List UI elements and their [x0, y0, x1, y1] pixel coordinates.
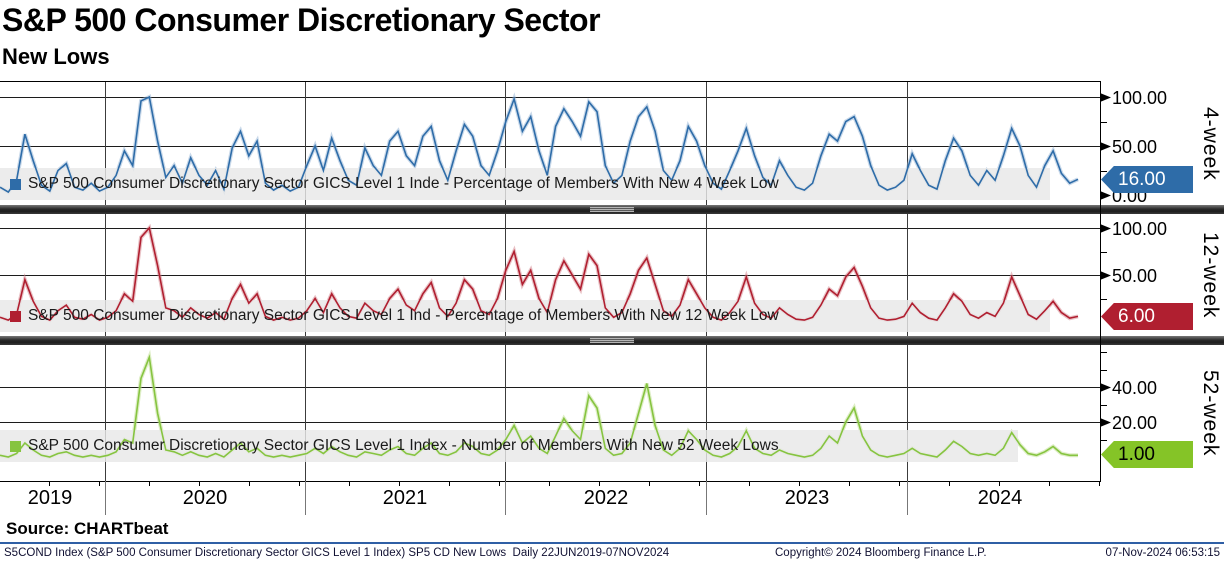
y-tick-arrow-icon — [1100, 383, 1111, 392]
last-value-52-week: 1.00 — [1118, 443, 1155, 465]
panel-splitter[interactable] — [0, 205, 1224, 214]
panel-axis-title-52-week: 52-week — [1199, 369, 1222, 457]
year-separator-line — [706, 481, 707, 515]
plot-top-border — [0, 81, 1101, 82]
series-line-52-week — [0, 354, 1078, 458]
year-gridline — [907, 345, 908, 481]
y-axis-line — [1100, 82, 1101, 481]
year-separator-line — [907, 481, 908, 515]
y-tick-label: 20.00 — [1112, 413, 1158, 433]
year-gridline — [305, 82, 306, 205]
legend-band — [0, 168, 1050, 200]
panel-splitter[interactable] — [0, 336, 1224, 345]
year-gridline — [305, 214, 306, 336]
year-gridline — [706, 82, 707, 205]
last-value-badge-4-week: 16.00 — [1101, 166, 1193, 193]
x-tick-label-2023: 2023 — [784, 487, 830, 509]
legend-marker-icon — [10, 440, 21, 452]
legend-4-week: S&P 500 Consumer Discretionary Sector GI… — [10, 168, 779, 200]
panel-axis-title-4-week: 4-week — [1199, 106, 1222, 181]
y-tick-label: 50.00 — [1112, 266, 1158, 286]
y-minor-tick — [1100, 369, 1107, 371]
series-line-12-week — [0, 226, 1079, 322]
footer-timestamp: 07-Nov-2024 06:53:15 — [1105, 547, 1220, 559]
year-gridline — [706, 214, 707, 336]
legend-marker-icon — [10, 178, 21, 190]
y-tick-arrow-icon — [1100, 271, 1111, 280]
last-value-12-week: 6.00 — [1118, 305, 1155, 327]
y-tick-arrow-icon — [1100, 93, 1111, 102]
legend-label: S&P 500 Consumer Discretionary Sector GI… — [28, 175, 779, 192]
y-minor-tick — [1100, 121, 1107, 123]
footer-divider — [0, 542, 1224, 544]
year-gridline — [105, 345, 106, 481]
last-value-badge-12-week: 6.00 — [1101, 303, 1193, 330]
year-separator-line — [505, 481, 506, 515]
last-value-badge-52-week: 1.00 — [1101, 441, 1193, 468]
page-subtitle: New Lows — [2, 44, 110, 69]
y-tick-label: 100.00 — [1112, 219, 1168, 239]
y-minor-tick — [1100, 439, 1107, 441]
y-minor-tick — [1100, 251, 1107, 253]
footer-index-info: S5COND Index (S&P 500 Consumer Discretio… — [4, 547, 670, 559]
year-gridline — [907, 214, 908, 336]
y-minor-tick — [1100, 404, 1107, 406]
y-tick-arrow-icon — [1100, 142, 1111, 151]
year-gridline — [105, 214, 106, 336]
legend-label: S&P 500 Consumer Discretionary Sector GI… — [28, 307, 779, 324]
value-gridline — [0, 228, 1100, 229]
value-gridline — [0, 387, 1100, 388]
y-tick-label: 50.00 — [1112, 137, 1158, 157]
value-gridline — [0, 97, 1100, 98]
chart-panel-52-week[interactable]: S&P 500 Consumer Discretionary Sector GI… — [0, 345, 1100, 481]
year-separator-line — [305, 481, 306, 515]
footer-copyright: Copyright© 2024 Bloomberg Finance L.P. — [775, 547, 987, 559]
legend-12-week: S&P 500 Consumer Discretionary Sector GI… — [10, 300, 779, 332]
y-minor-tick — [1100, 352, 1107, 353]
x-axis-line — [0, 481, 1101, 482]
chart-panel-4-week[interactable]: S&P 500 Consumer Discretionary Sector GI… — [0, 82, 1100, 205]
y-tick-label: 100.00 — [1112, 88, 1168, 108]
y-minor-tick — [1100, 298, 1107, 300]
year-gridline — [907, 82, 908, 205]
year-separator-line — [105, 481, 106, 515]
splitter-grip-icon[interactable] — [590, 338, 634, 343]
year-gridline — [505, 345, 506, 481]
year-gridline — [706, 345, 707, 481]
y-tick-arrow-icon — [1100, 224, 1111, 233]
legend-52-week: S&P 500 Consumer Discretionary Sector GI… — [10, 430, 779, 462]
y-tick-arrow-icon — [1100, 191, 1111, 200]
year-gridline — [305, 345, 306, 481]
panel-axis-title-12-week: 12-week — [1199, 231, 1222, 319]
year-gridline — [105, 82, 106, 205]
series-line-4-week — [0, 95, 1079, 194]
value-gridline — [0, 275, 1100, 276]
legend-band — [0, 300, 1050, 332]
page-title: S&P 500 Consumer Discretionary Sector — [2, 2, 601, 38]
splitter-grip-icon[interactable] — [590, 207, 634, 212]
x-tick-label-2022: 2022 — [583, 487, 629, 509]
last-value-4-week: 16.00 — [1118, 168, 1166, 190]
y-tick-arrow-icon — [1100, 418, 1111, 427]
y-minor-tick — [1100, 170, 1107, 172]
value-gridline — [0, 146, 1100, 147]
x-tick-label-2020: 2020 — [182, 487, 228, 509]
y-tick-label: 40.00 — [1112, 378, 1158, 398]
x-axis-minor-ticks — [0, 482, 1100, 486]
x-tick-label-2024: 2024 — [977, 487, 1023, 509]
legend-marker-icon — [10, 310, 21, 322]
year-gridline — [505, 82, 506, 205]
legend-label: S&P 500 Consumer Discretionary Sector GI… — [28, 437, 779, 454]
x-tick-label-2021: 2021 — [382, 487, 428, 509]
value-gridline — [0, 422, 1100, 423]
x-tick-label-2019: 2019 — [27, 487, 73, 509]
chart-panel-12-week[interactable]: S&P 500 Consumer Discretionary Sector GI… — [0, 214, 1100, 336]
source-label: Source: CHARTbeat — [6, 519, 169, 538]
